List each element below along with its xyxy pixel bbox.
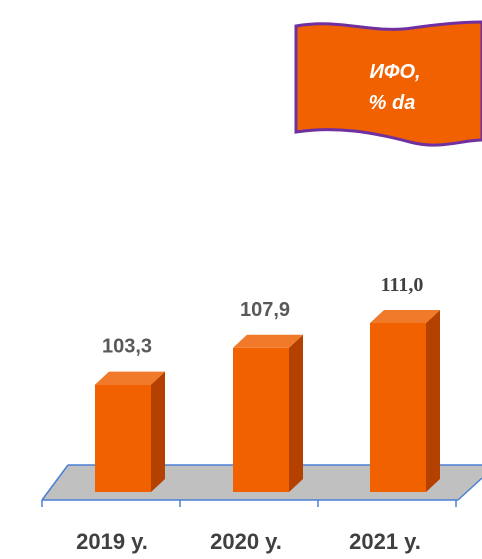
data-label-2: 111,0 [381, 274, 424, 296]
floor-right-edge [457, 477, 482, 501]
bar-side-0 [151, 371, 165, 492]
bar-top-2 [370, 310, 440, 323]
legend-banner: ИФО, % da [294, 20, 482, 147]
bar-2 [370, 310, 440, 492]
bar-front-1 [233, 347, 289, 492]
bar-0 [95, 371, 165, 492]
banner-flag [294, 20, 482, 147]
tick-label-2: 2021 y. [349, 529, 421, 554]
floor-left-edge [41, 464, 69, 501]
bar-side-2 [426, 310, 440, 492]
data-labels: 103,3 107,9 111,0 [102, 274, 423, 358]
x-axis-tick-labels: 2019 y. 2020 y. 2021 y. [76, 529, 421, 554]
bar-top-1 [233, 334, 303, 348]
bar-front-2 [370, 323, 426, 492]
bar-series [95, 310, 440, 492]
bar-1 [233, 334, 303, 492]
tick-label-0: 2019 y. [76, 529, 148, 554]
data-label-0: 103,3 [102, 336, 152, 358]
banner-line-2: % da [369, 92, 416, 114]
tick-label-1: 2020 y. [210, 529, 282, 554]
data-label-1: 107,9 [240, 299, 290, 321]
bar-top-0 [95, 371, 165, 385]
banner-line-1: ИФО, [369, 61, 420, 83]
bar-side-1 [289, 334, 303, 492]
bar-front-0 [95, 384, 151, 492]
